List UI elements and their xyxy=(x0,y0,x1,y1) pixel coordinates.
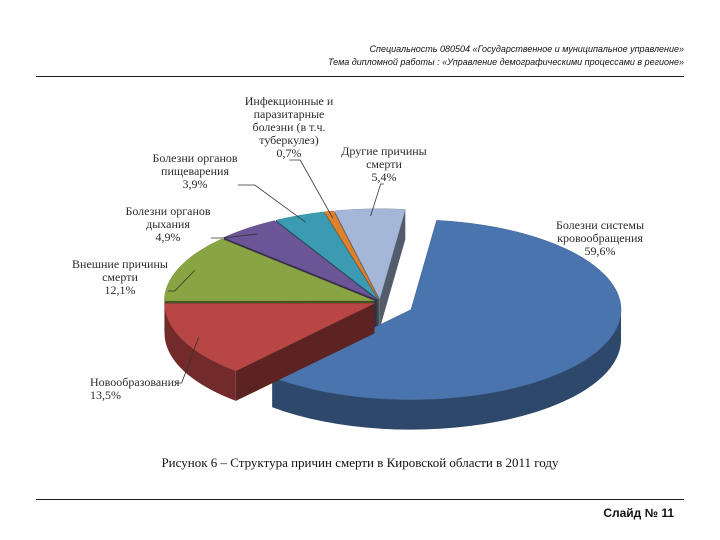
slice-label-2-line-2: 13,5% xyxy=(90,388,121,402)
leader-line-5 xyxy=(237,184,306,223)
slice-label-1-line-1: Болезни системы xyxy=(556,218,644,232)
slice-1-top xyxy=(271,220,622,400)
slice-1 xyxy=(271,220,622,430)
slice-3-top xyxy=(164,238,375,302)
slice-label-1-line-3: 59,6% xyxy=(585,244,616,258)
slice-label-6: Инфекционные и паразитарные болезни (в т.ч… xyxy=(245,94,334,160)
slice-label-3-line-1: Внешние причины xyxy=(72,257,168,271)
leader-line-4 xyxy=(210,233,259,239)
slice-label-7-line-2: смерти xyxy=(366,157,402,171)
slice-label-1: Болезни системы кровообращения 59,6% xyxy=(556,218,644,258)
pie-chart: Болезни системы кровообращения 59,6% Новооб… xyxy=(72,94,644,430)
leader-line-2 xyxy=(176,337,199,384)
slice-2-top xyxy=(164,303,375,372)
slice-1-rim-1 xyxy=(272,309,622,430)
slice-label-4-line-1: Болезни органов xyxy=(125,204,210,218)
slice-5-top xyxy=(275,211,378,300)
slice-label-3: Внешние причины смерти 12,1% xyxy=(72,257,168,297)
slice-label-6-line-4: туберкулез) xyxy=(259,133,319,147)
header-thesis-topic: Тема дипломной работы : «Управление демо… xyxy=(327,57,684,67)
slice-label-3-line-3: 12,1% xyxy=(105,283,136,297)
slice-2 xyxy=(164,303,375,401)
slice-2-rim-1 xyxy=(164,303,236,401)
slice-label-1-line-2: кровообращения xyxy=(557,231,643,245)
header-specialty: Специальность 080504 «Государственное и … xyxy=(369,44,684,54)
pie-slices xyxy=(164,208,622,430)
slice-label-4-line-2: дыхания xyxy=(146,217,190,231)
leader-line-7 xyxy=(370,183,384,217)
slide-number: Слайд № 11 xyxy=(603,506,674,520)
slice-label-5-line-1: Болезни органов xyxy=(152,151,237,165)
slice-label-5-line-2: пищеварения xyxy=(161,164,229,178)
slice-label-5-line-3: 3,9% xyxy=(183,177,208,191)
slice-label-7-line-1: Другие причины xyxy=(341,144,426,158)
slide-header: Специальность 080504 «Государственное и … xyxy=(328,43,684,69)
slice-label-6-line-3: болезни (в т.ч. xyxy=(252,120,325,134)
leader-line-6 xyxy=(289,159,334,219)
slice-label-2: Новообразования 13,5% xyxy=(90,375,180,402)
slice-label-3-line-2: смерти xyxy=(102,270,138,284)
slice-label-6-line-1: Инфекционные и xyxy=(245,94,334,108)
slice-labels: Болезни системы кровообращения 59,6% Новооб… xyxy=(72,94,644,402)
slice-label-4-line-3: 4,9% xyxy=(156,230,181,244)
slice-label-6-line-2: паразитарные xyxy=(254,107,325,121)
header-divider xyxy=(36,76,684,77)
slice-label-2-line-1: Новообразования xyxy=(90,375,180,389)
slice-7-top xyxy=(334,208,406,300)
figure-caption: Рисунок 6 – Структура причин смерти в Ки… xyxy=(161,455,559,470)
slice-label-4: Болезни органов дыхания 4,9% xyxy=(125,204,210,244)
slice-label-5: Болезни органов пищеварения 3,9% xyxy=(152,151,237,191)
slice-label-7: Другие причины смерти 5,4% xyxy=(341,144,426,184)
slice-7-wall-2 xyxy=(379,209,406,329)
leader-lines xyxy=(167,159,384,384)
leader-line-3 xyxy=(167,269,196,292)
footer-divider xyxy=(36,499,684,500)
slice-label-7-line-3: 5,4% xyxy=(372,170,397,184)
slice-label-6-line-5: 0,7% xyxy=(277,146,302,160)
